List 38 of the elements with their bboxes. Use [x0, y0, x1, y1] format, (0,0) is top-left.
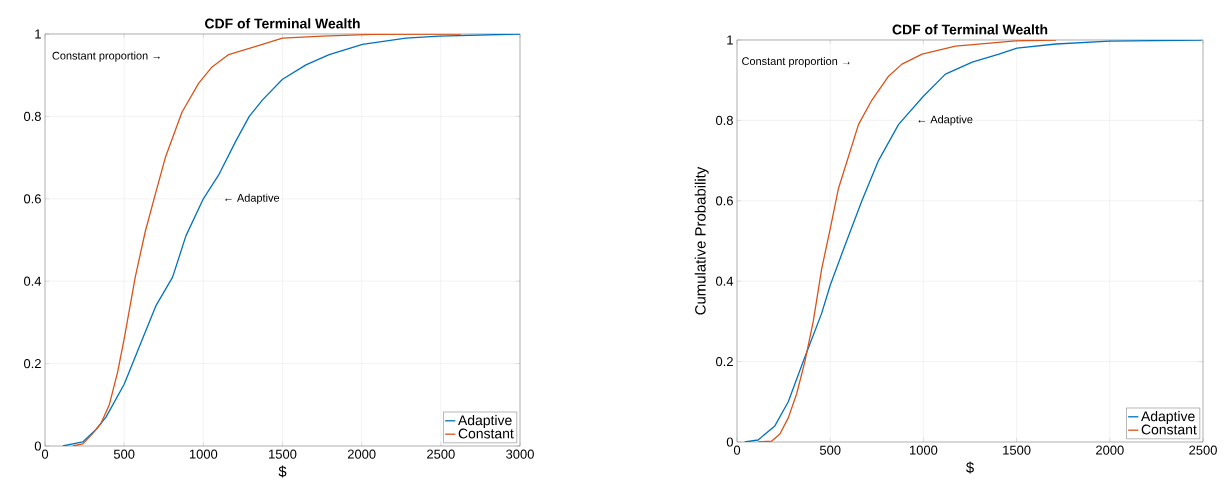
- x-tick-label: 2500: [427, 449, 455, 459]
- legend-label: Adaptive: [1141, 410, 1195, 424]
- y-tick-label: 0.8: [23, 111, 41, 121]
- x-tick-label: 500: [819, 445, 841, 455]
- annotation: ← Adaptive: [225, 193, 280, 204]
- chart-title: CDF of Terminal Wealth: [205, 18, 360, 29]
- x-tick-label: 3000: [506, 449, 534, 459]
- y-tick-label: 0.2: [23, 359, 41, 369]
- x-axis-title: $: [278, 465, 287, 478]
- x-tick-label: 0: [41, 449, 49, 459]
- legend-label: Adaptive: [458, 414, 512, 428]
- y-axis-title: Cumulative Probability: [694, 166, 709, 315]
- x-tick-label: 1000: [909, 445, 938, 455]
- x-axis-title: $: [966, 461, 974, 474]
- legend-label: Constant: [458, 428, 514, 439]
- y-tick-label: 0.4: [23, 276, 42, 286]
- line-series: [744, 40, 1203, 442]
- y-tick-label: 1: [727, 35, 733, 45]
- legend-label: Constant: [1141, 424, 1197, 435]
- annotation: Constant proportion →: [742, 57, 850, 68]
- y-tick-label: 1: [35, 29, 41, 39]
- y-tick-label: 0.6: [23, 194, 41, 204]
- y-tick-label: 0.6: [715, 196, 733, 206]
- x-tick-label: 2500: [1189, 445, 1217, 455]
- annotation: Constant proportion →: [52, 51, 160, 62]
- x-tick-label: 2000: [347, 449, 376, 459]
- x-tick-label: 0: [733, 445, 741, 455]
- x-tick-label: 1500: [1003, 445, 1031, 455]
- x-tick-label: 500: [113, 449, 135, 459]
- y-tick-label: 0: [726, 437, 733, 447]
- y-tick-label: 0.2: [715, 357, 733, 367]
- y-tick-label: 0.4: [715, 276, 734, 286]
- y-tick-label: 0.8: [715, 115, 733, 125]
- x-tick-label: 1500: [269, 449, 297, 459]
- x-tick-label: 2000: [1096, 445, 1124, 455]
- annotation: ← Adaptive: [918, 115, 973, 126]
- x-tick-label: 1000: [189, 449, 218, 459]
- chart-title: CDF of Terminal Wealth: [892, 24, 1048, 35]
